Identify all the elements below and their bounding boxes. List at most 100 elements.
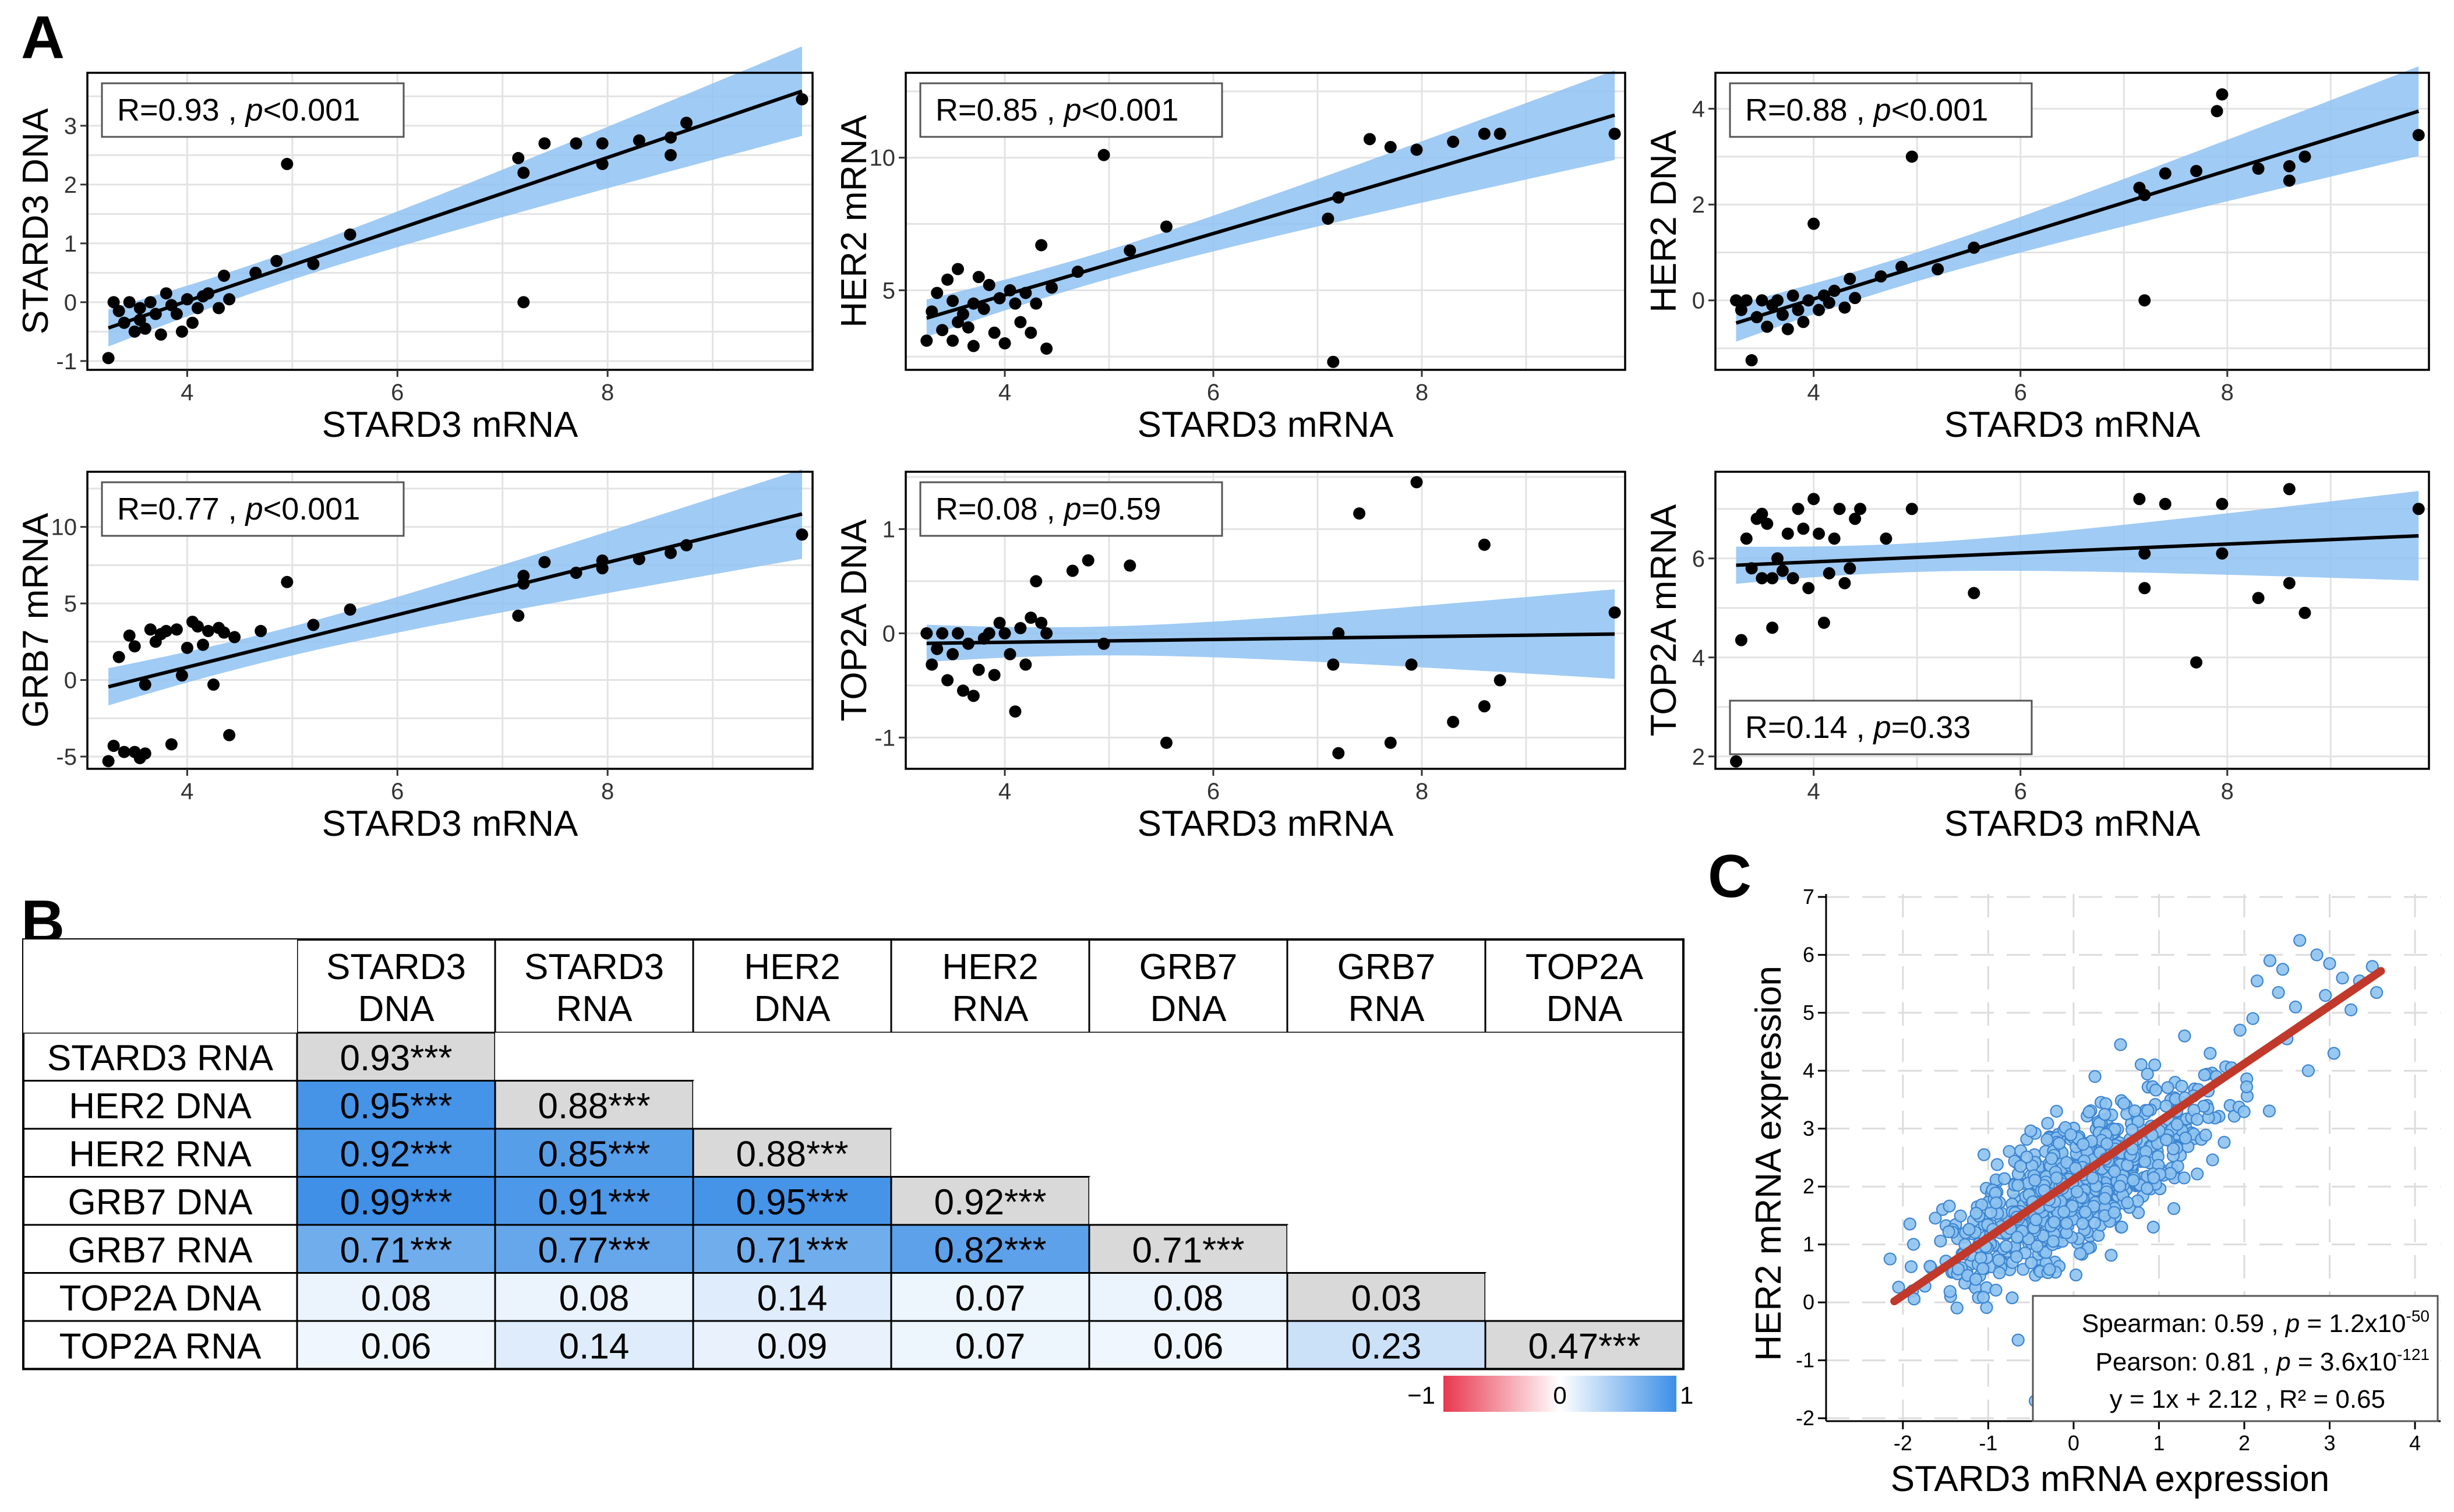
data-point: [1992, 1253, 2005, 1267]
cell-value: 0.14: [757, 1278, 828, 1319]
data-point: [1950, 1301, 1964, 1315]
annotation-text: R=0.88 , p<0.001: [1745, 93, 1988, 128]
data-point: [1976, 1291, 1990, 1304]
regression-line: [1736, 534, 2419, 567]
data-point: [1384, 736, 1397, 749]
data-point: [2298, 150, 2311, 163]
data-point: [2133, 493, 2146, 506]
plot-frame: [905, 72, 1626, 371]
x-tick-label: 8: [2221, 779, 2234, 804]
x-axis-label: STARD3 mRNA: [1138, 804, 1394, 844]
data-point: [165, 738, 178, 751]
y-tick-label: 0: [1692, 288, 1705, 314]
confidence-band: [108, 469, 803, 706]
data-point: [1989, 1196, 2003, 1210]
x-tick-label: 4: [181, 779, 193, 804]
data-point: [967, 690, 980, 702]
data-point: [2108, 1165, 2121, 1178]
data-point: [941, 674, 954, 687]
y-tick-label: -1: [1796, 1348, 1814, 1372]
row-header-cell: [22, 1320, 298, 1370]
x-axis-label: STARD3 mRNA: [1944, 405, 2201, 445]
data-point: [1776, 564, 1789, 577]
regression-equation: y = 1x + 2.12 , R² = 0.65: [2110, 1385, 2385, 1414]
y-tick-label: 7: [1803, 885, 1814, 909]
data-point: [154, 328, 167, 341]
table-cell: [692, 1176, 892, 1226]
data-point: [2024, 1124, 2038, 1137]
x-tick-label: 1: [2153, 1431, 2165, 1455]
data-point: [1849, 513, 1862, 525]
plot-frame: [86, 471, 814, 770]
y-tick-label: 1: [64, 231, 77, 257]
data-point: [951, 263, 964, 275]
data-point: [1854, 503, 1867, 515]
table-cell: [494, 1272, 694, 1322]
data-point: [218, 269, 231, 282]
x-tick-label: -2: [1894, 1431, 1912, 1455]
data-point: [2141, 1182, 2154, 1195]
cell-value: 0.88***: [736, 1135, 848, 1175]
row-header: STARD3 RNA: [47, 1038, 274, 1079]
data-point: [972, 271, 985, 284]
data-point: [1951, 1262, 1965, 1276]
table-cell: [891, 1033, 1089, 1081]
data-point: [2064, 1128, 2078, 1142]
data-point: [1892, 1280, 1905, 1294]
column-header-gene: TOP2A: [1526, 947, 1644, 987]
pearson-label: Pearson: 0.81 ,: [2096, 1348, 2277, 1376]
data-point: [2175, 1079, 2188, 1093]
data-point: [633, 134, 645, 147]
data-point: [1990, 1158, 2004, 1171]
data-point: [1066, 564, 1079, 577]
data-point: [1905, 503, 1918, 515]
data-point: [517, 167, 530, 179]
data-point: [123, 629, 136, 642]
data-point: [956, 308, 969, 320]
stat-annotation: R=0.08 , p=0.59: [919, 481, 1223, 537]
data-point: [1040, 627, 1053, 640]
panel-label-c: C: [1708, 843, 1752, 910]
x-tick-label: 8: [2221, 380, 2234, 405]
data-point: [1353, 507, 1366, 520]
data-point: [2114, 1038, 2127, 1051]
data-point: [926, 658, 938, 671]
table-cell: [1287, 1080, 1485, 1129]
regression-line: [926, 632, 1615, 645]
data-point: [1828, 532, 1841, 545]
data-point: [1786, 572, 1799, 585]
x-tick-label: 8: [1415, 779, 1428, 804]
stat-annotation: R=0.93 , p<0.001: [101, 82, 405, 138]
data-point: [2010, 1250, 2024, 1263]
row-header: GRB7 DNA: [68, 1182, 253, 1223]
plot-frame: [86, 72, 814, 371]
x-tick-label: 8: [1415, 380, 1428, 405]
data-point: [2276, 963, 2290, 976]
column-header-type: DNA: [1150, 989, 1227, 1029]
data-point: [223, 729, 236, 741]
cell-value: 0.14: [559, 1327, 630, 1367]
data-point: [118, 746, 130, 758]
data-point: [1405, 658, 1418, 671]
data-point: [947, 295, 959, 308]
spearman-text: Spearman: 0.59 , p = 1.2x10-50: [2082, 1307, 2430, 1338]
data-point: [186, 316, 199, 329]
data-point: [2293, 934, 2307, 947]
data-point: [1781, 527, 1794, 540]
data-point: [1730, 755, 1743, 768]
data-point: [2045, 1152, 2058, 1165]
data-point: [972, 663, 985, 676]
data-point: [2298, 606, 2311, 619]
cell-value: 0.88***: [538, 1086, 650, 1126]
data-point: [139, 747, 151, 760]
data-point: [2323, 957, 2336, 970]
data-point: [1025, 612, 1037, 624]
data-point: [2113, 1179, 2127, 1193]
data-point: [2121, 1196, 2134, 1210]
annotation-box: [1729, 700, 2033, 755]
confidence-band: [1736, 491, 2419, 584]
data-point: [1332, 747, 1345, 759]
x-tick-label: 4: [2409, 1431, 2421, 1455]
y-axis-label: HER2 mRNA expression: [1749, 966, 1789, 1361]
